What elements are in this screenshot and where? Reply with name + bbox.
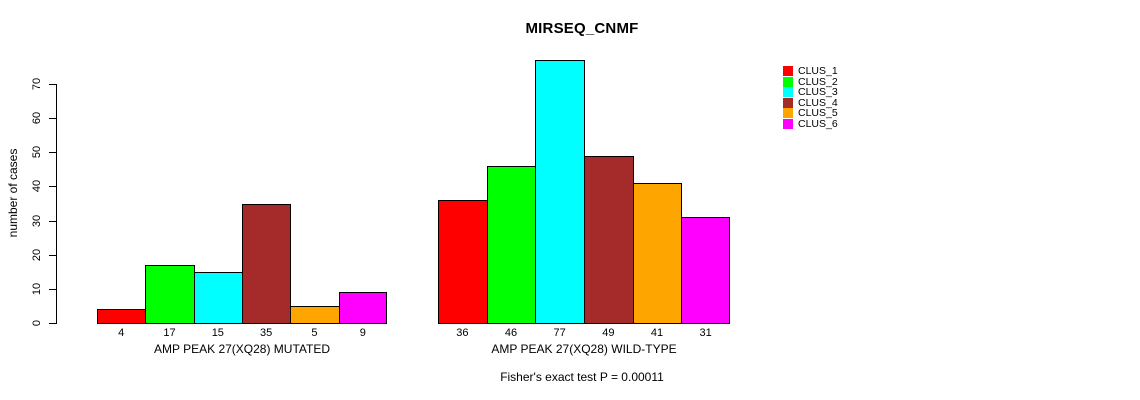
bar-clus_4-group1 (242, 203, 292, 324)
bar-value-label: 5 (311, 327, 318, 339)
y-tick (49, 220, 56, 222)
legend-swatch-clus_4 (783, 97, 793, 108)
bar-value-label: 49 (602, 327, 615, 339)
group-axis-label: AMP PEAK 27(XQ28) WILD-TYPE (491, 342, 677, 356)
bar-value-label: 41 (650, 327, 664, 339)
bar-value-label: 46 (504, 327, 518, 339)
y-tick-label: 40 (31, 180, 43, 193)
y-tick-label: 10 (31, 282, 43, 295)
legend-label: CLUS_2 (798, 75, 838, 88)
y-tick-label: 30 (31, 214, 43, 227)
bar-value-label: 17 (163, 327, 176, 339)
y-tick (49, 323, 56, 324)
y-tick (49, 84, 56, 85)
legend-swatch-clus_2 (783, 76, 793, 87)
legend-label: CLUS_1 (798, 65, 838, 77)
y-tick-label: 20 (31, 248, 43, 261)
y-tick-label: 60 (31, 112, 43, 125)
y-tick-label: 50 (31, 146, 43, 159)
bar-clus_2-group2 (486, 165, 537, 324)
y-tick (49, 186, 56, 188)
bar-clus_3-group2 (535, 60, 585, 324)
bar-clus_6-group2 (681, 217, 730, 324)
bar-clus_5-group2 (632, 183, 683, 324)
bar-clus_5-group1 (290, 305, 340, 324)
y-tick (49, 254, 56, 256)
y-tick (49, 288, 56, 290)
legend-label: CLUS_5 (798, 107, 838, 119)
legend-label: CLUS_4 (798, 96, 838, 109)
legend-swatch-clus_5 (783, 108, 793, 118)
bar-clus_1-group1 (97, 309, 147, 324)
bar-value-label: 35 (260, 327, 273, 339)
chart-title: MIRSEQ_CNMF (525, 20, 639, 37)
y-axis-line (56, 84, 57, 324)
y-tick (49, 118, 56, 120)
legend-label: CLUS_3 (798, 86, 838, 98)
y-tick-label: 0 (31, 319, 43, 327)
legend-swatch-clus_6 (783, 118, 793, 129)
bar-clus_3-group1 (193, 271, 243, 324)
bar-clus_6-group1 (338, 292, 387, 324)
fisher-test-annotation: Fisher's exact test P = 0.00011 (500, 370, 664, 384)
bar-value-label: 31 (699, 327, 712, 339)
y-tick (49, 152, 56, 154)
legend-swatch-clus_3 (783, 87, 793, 97)
bar-value-label: 36 (456, 327, 469, 339)
group-axis-label: AMP PEAK 27(XQ28) MUTATED (153, 342, 331, 356)
y-tick-label: 70 (31, 77, 43, 91)
bar-value-label: 77 (553, 327, 566, 339)
bar-value-label: 15 (211, 327, 224, 339)
bar-value-label: 9 (359, 327, 366, 339)
bar-clus_2-group1 (145, 264, 195, 324)
bar-clus_1-group2 (438, 200, 488, 324)
legend-label: CLUS_6 (798, 117, 838, 130)
bar-clus_4-group2 (584, 155, 634, 324)
bar-value-label: 4 (118, 327, 125, 339)
legend-swatch-clus_1 (783, 66, 793, 76)
